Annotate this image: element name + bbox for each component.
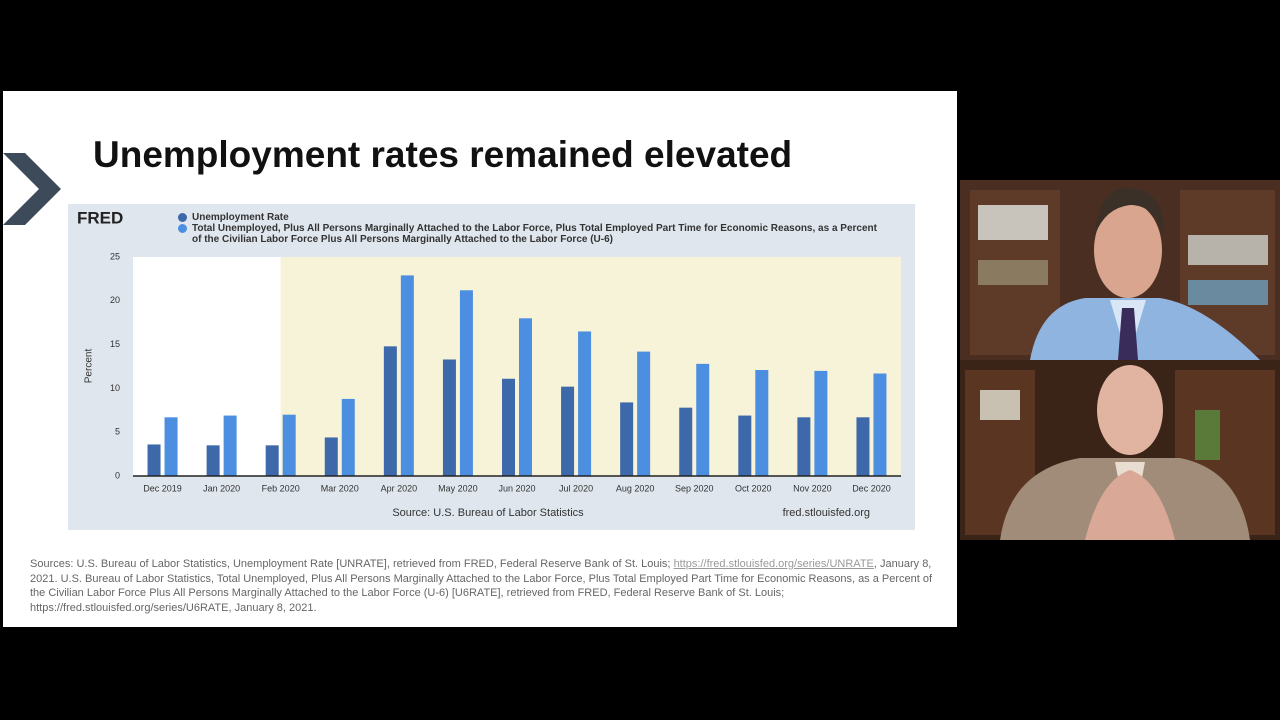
bar	[147, 444, 161, 476]
bar	[282, 414, 296, 476]
bar	[814, 370, 828, 476]
chart: FRED Percent Source: U.S. Bureau of Labo…	[77, 208, 901, 519]
legend-entry: Unemployment Rate	[176, 212, 886, 223]
bar	[738, 415, 752, 476]
legend-swatch	[178, 224, 187, 233]
x-tick-label: Feb 2020	[262, 483, 300, 493]
bar	[442, 359, 456, 476]
bar	[620, 402, 634, 476]
bar	[696, 363, 710, 476]
x-tick-label: Nov 2020	[793, 483, 832, 493]
legend-label: Unemployment Rate	[192, 212, 289, 223]
bar	[679, 407, 693, 476]
video-feeds	[960, 180, 1280, 540]
y-tick-label: 20	[110, 295, 120, 305]
slide: Unemployment rates remained elevated FRE…	[3, 91, 957, 627]
bar	[383, 346, 397, 476]
bar	[400, 275, 414, 476]
bar	[223, 415, 237, 476]
bar	[206, 445, 220, 476]
bar	[459, 290, 473, 476]
bar	[341, 398, 355, 476]
x-tick-label: Dec 2019	[143, 483, 182, 493]
x-tick-label: Apr 2020	[381, 483, 418, 493]
x-tick-label: Aug 2020	[616, 483, 655, 493]
y-axis-label: Percent	[84, 349, 95, 384]
y-tick-label: 5	[115, 427, 120, 437]
y-tick-label: 25	[110, 251, 120, 261]
sources-text: , January 8, 2021. U.S. Bureau of Labor …	[30, 558, 933, 614]
bar	[755, 370, 769, 476]
sources: Sources: U.S. Bureau of Labor Statistics…	[30, 557, 935, 615]
bar	[856, 417, 870, 476]
x-tick-label: Jul 2020	[559, 483, 593, 493]
bar	[164, 417, 178, 476]
legend-entry: Total Unemployed, Plus All Persons Margi…	[176, 223, 886, 245]
legend: Unemployment Rate Total Unemployed, Plus …	[176, 212, 886, 245]
bar	[578, 331, 592, 476]
site: fred.stlouisfed.org	[783, 507, 870, 519]
chart-panel: FRED Percent Source: U.S. Bureau of Labo…	[68, 204, 915, 530]
x-tick-label: Sep 2020	[675, 483, 714, 493]
x-tick-label: Jun 2020	[498, 483, 535, 493]
x-tick-label: Oct 2020	[735, 483, 772, 493]
bar	[265, 445, 279, 476]
bar	[324, 437, 338, 476]
chevron	[3, 153, 61, 225]
bar	[637, 351, 651, 476]
bar	[873, 373, 887, 476]
bar	[519, 318, 532, 476]
fred-logo: FRED	[77, 208, 123, 227]
slide-title: Unemployment rates remained elevated	[93, 134, 793, 175]
legend-swatch	[178, 213, 187, 222]
sources-text: Sources: U.S. Bureau of Labor Statistics…	[30, 558, 674, 570]
bar	[561, 386, 575, 476]
sources-link[interactable]: https://fred.stlouisfed.org/series/UNRAT…	[673, 558, 874, 570]
x-tick-label: Jan 2020	[203, 483, 240, 493]
x-tick-label: Dec 2020	[852, 483, 891, 493]
bar	[502, 378, 515, 476]
bar	[797, 417, 811, 476]
y-tick-label: 15	[110, 339, 120, 349]
y-tick-label: 0	[115, 470, 120, 480]
legend-label: Total Unemployed, Plus All Persons Margi…	[192, 223, 877, 245]
source: Source: U.S. Bureau of Labor Statistics	[392, 507, 584, 519]
y-tick-label: 10	[110, 383, 120, 393]
x-tick-label: Mar 2020	[321, 483, 359, 493]
x-tick-label: May 2020	[438, 483, 478, 493]
